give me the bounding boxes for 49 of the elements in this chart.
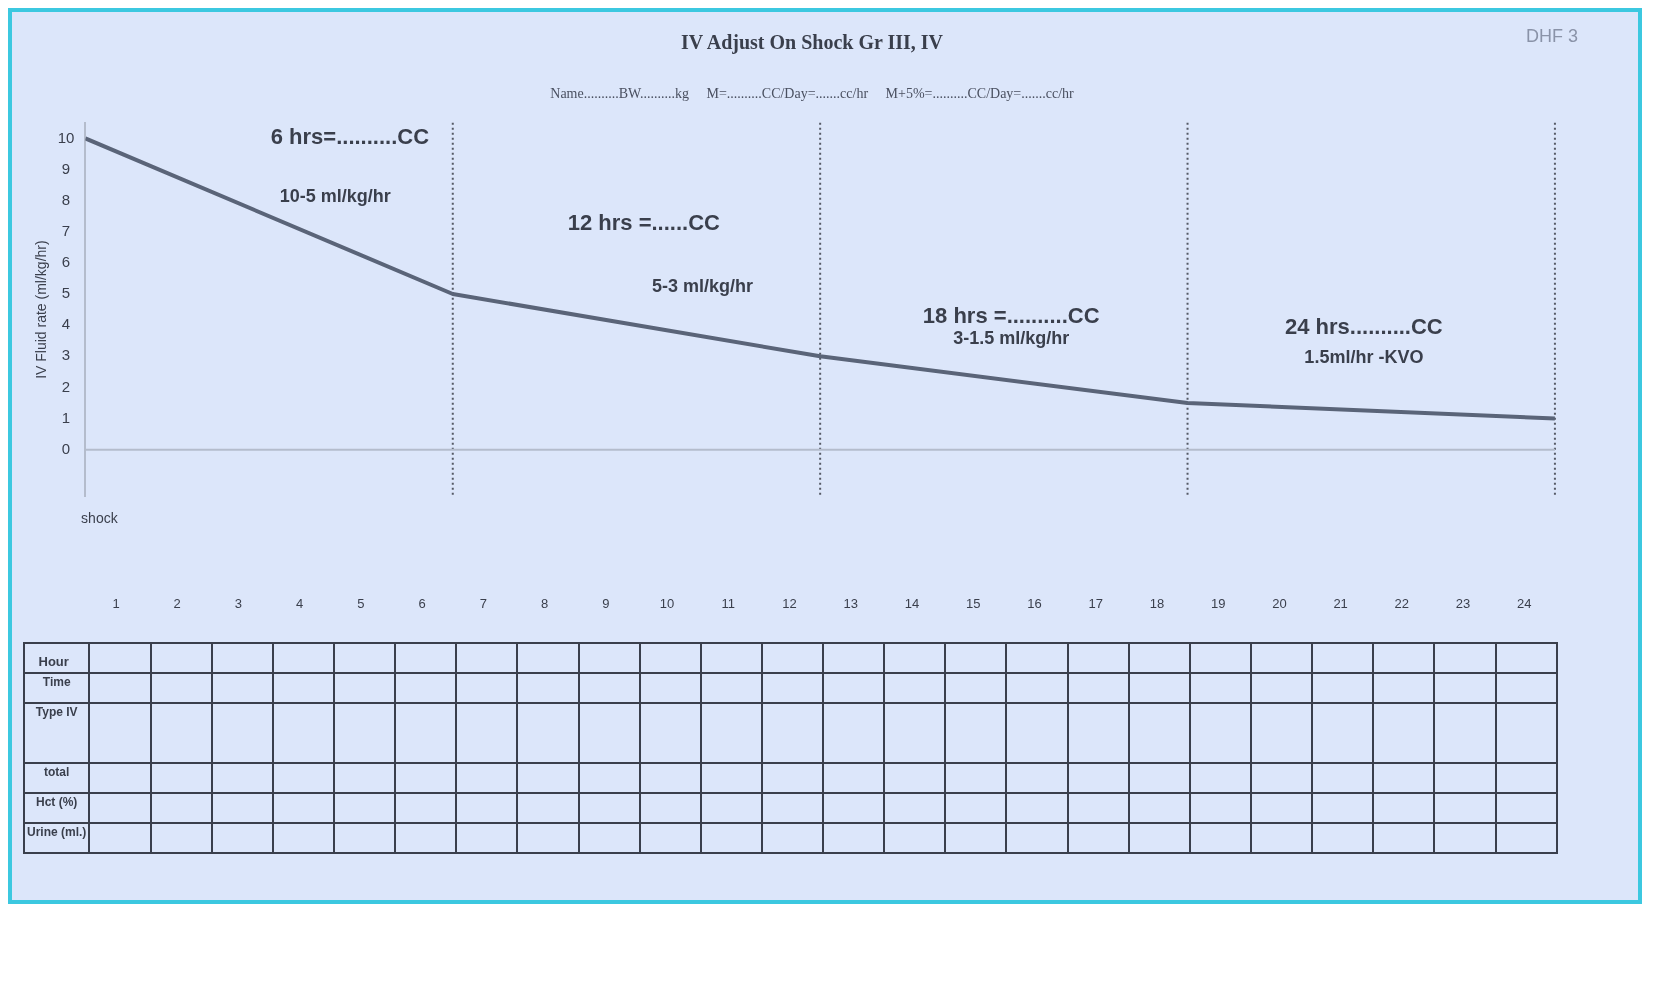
x-tick-label: 4 [296,595,304,611]
chart-title: IV Adjust On Shock Gr III, IV [680,31,944,55]
x-tick-label: 14 [904,595,920,611]
annotation: 3-1.5 ml/kg/hr [953,328,1070,349]
x-tick-label: 16 [1027,595,1042,611]
text: shock [81,509,119,526]
x-tick-label: 19 [1210,595,1226,611]
x-tick-label: 7 [479,595,487,611]
chart-subtitle: Name..........BW..........kg M=..........CC/Day=.......cc/hr M+5%=..........CC/Day=.......cc/hr [550,86,1075,102]
y-tick-label: 0 [61,439,71,457]
y-tick-label: 8 [61,190,71,208]
y-tick-label: 10 [57,128,75,146]
x-tick-label: 20 [1272,595,1287,611]
x-tick-label: 21 [1333,595,1348,611]
text: DHF 3 [1525,26,1578,47]
y-tick-label: 5 [61,284,71,302]
x-tick-label: 12 [782,595,797,611]
annotation: 24 hrs..........CC [1285,314,1443,340]
y-axis-title: IV Fluid rate (ml/kg/hr) [33,240,50,379]
x-axis-title: Hour [37,654,70,669]
x-tick-label: 3 [234,595,243,611]
x-tick-label: 17 [1088,595,1103,611]
x-tick-label: 5 [357,595,365,611]
x-tick-label: 10 [659,595,675,611]
x-tick-label: 15 [966,595,981,611]
annotation: 18 hrs =..........CC [922,303,1100,329]
y-tick-label: 6 [61,253,71,271]
x-tick-label: 24 [1517,595,1532,611]
annotation: 10-5 ml/kg/hr [279,186,391,207]
x-tick-label: 11 [721,595,736,611]
annotation: 5-3 ml/kg/hr [652,276,754,297]
y-tick-label: 9 [61,159,71,177]
y-tick-label: 1 [61,408,71,426]
x-tick-label: 18 [1149,595,1165,611]
y-tick-label: 4 [61,315,71,333]
x-tick-label: 9 [602,595,610,611]
x-tick-label: 13 [843,595,858,611]
x-tick-label: 22 [1394,595,1410,611]
annotation: 1.5ml/hr -KVO [1304,347,1424,368]
y-tick-label: 3 [61,346,71,364]
y-tick-label: 7 [61,221,71,239]
annotation: 12 hrs =......CC [567,209,721,235]
x-tick-label: 8 [541,595,549,611]
x-tick-label: 23 [1455,595,1471,611]
annotation: 6 hrs=..........CC [270,123,430,149]
y-tick-label: 2 [61,377,71,395]
x-tick-label: 1 [112,595,120,611]
x-tick-label: 2 [173,595,181,611]
x-tick-label: 6 [418,595,426,611]
